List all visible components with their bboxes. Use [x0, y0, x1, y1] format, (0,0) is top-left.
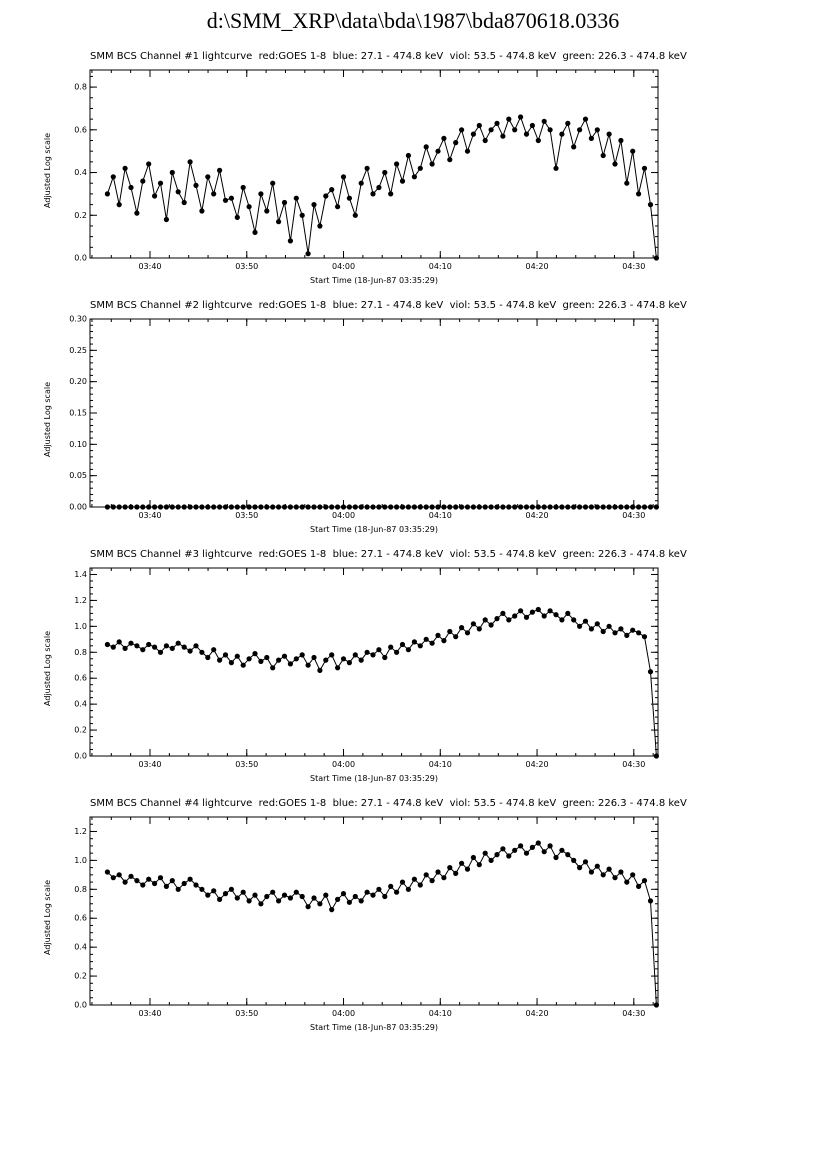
- y-axis-label: Adjusted Log scale: [40, 64, 54, 276]
- chart-body: Adjusted Log scale 03:40 03:50 04:00 04:10 0…: [40, 562, 826, 774]
- svg-text:1.2: 1.2: [74, 827, 87, 836]
- y-axis-label-text: Adjusted Log scale: [42, 381, 52, 457]
- svg-text:0.8: 0.8: [74, 648, 87, 657]
- chart-body: Adjusted Log scale 03:40 03:50 04:00 04:10 0…: [40, 64, 826, 276]
- svg-text:0.6: 0.6: [74, 914, 87, 923]
- chart-title: SMM BCS Channel #1 lightcurve red:GOES 1…: [90, 51, 687, 62]
- svg-text:0.0: 0.0: [74, 254, 87, 263]
- svg-text:0.2: 0.2: [74, 972, 87, 981]
- svg-text:0.4: 0.4: [74, 168, 87, 177]
- svg-text:04:00: 04:00: [332, 262, 355, 271]
- svg-text:0.25: 0.25: [69, 346, 87, 355]
- svg-text:0.6: 0.6: [74, 674, 87, 683]
- svg-text:03:40: 03:40: [138, 511, 161, 520]
- svg-text:1.2: 1.2: [74, 596, 87, 605]
- svg-text:04:10: 04:10: [429, 511, 452, 520]
- chart-panel-channel-1: SMM BCS Channel #1 lightcurve red:GOES 1…: [0, 51, 826, 289]
- svg-text:03:40: 03:40: [138, 1009, 161, 1018]
- x-axis-label: Start Time (18-Jun-87 03:35:29): [310, 774, 438, 783]
- svg-text:0.30: 0.30: [69, 315, 87, 324]
- svg-text:04:30: 04:30: [622, 760, 645, 769]
- chart-title: SMM BCS Channel #3 lightcurve red:GOES 1…: [90, 549, 687, 560]
- page-title: d:\SMM_XRP\data\bda\1987\bda870618.0336: [206, 8, 620, 33]
- svg-text:0.4: 0.4: [74, 700, 87, 709]
- svg-text:0.10: 0.10: [69, 440, 87, 449]
- svg-text:04:00: 04:00: [332, 511, 355, 520]
- svg-text:0.15: 0.15: [69, 409, 87, 418]
- x-axis-label: Start Time (18-Jun-87 03:35:29): [310, 276, 438, 285]
- svg-text:04:20: 04:20: [526, 760, 549, 769]
- svg-text:0.0: 0.0: [74, 1001, 87, 1010]
- svg-text:1.0: 1.0: [74, 622, 87, 631]
- x-axis-label: Start Time (18-Jun-87 03:35:29): [310, 1023, 438, 1032]
- x-axis-label: Start Time (18-Jun-87 03:35:29): [310, 525, 438, 534]
- y-axis-label: Adjusted Log scale: [40, 811, 54, 1023]
- svg-text:04:20: 04:20: [526, 1009, 549, 1018]
- svg-text:0.4: 0.4: [74, 943, 87, 952]
- svg-text:04:10: 04:10: [429, 1009, 452, 1018]
- svg-text:0.00: 0.00: [69, 503, 87, 512]
- y-axis-label-text: Adjusted Log scale: [42, 879, 52, 955]
- y-axis-label: Adjusted Log scale: [40, 562, 54, 774]
- y-axis-label-text: Adjusted Log scale: [42, 630, 52, 706]
- plot-area: 03:40 03:50 04:00 04:10 04:20 04:30 0.00 0.05 0.…: [69, 315, 660, 520]
- svg-text:04:30: 04:30: [622, 1009, 645, 1018]
- svg-text:04:10: 04:10: [429, 760, 452, 769]
- svg-text:04:00: 04:00: [332, 760, 355, 769]
- chart-panel-channel-2: SMM BCS Channel #2 lightcurve red:GOES 1…: [0, 300, 826, 538]
- svg-text:0.8: 0.8: [74, 83, 87, 92]
- svg-text:04:30: 04:30: [622, 511, 645, 520]
- svg-text:04:20: 04:20: [526, 511, 549, 520]
- svg-text:0.2: 0.2: [74, 726, 87, 735]
- svg-text:04:20: 04:20: [526, 262, 549, 271]
- svg-text:0.05: 0.05: [69, 471, 87, 480]
- chart-panel-channel-4: SMM BCS Channel #4 lightcurve red:GOES 1…: [0, 798, 826, 1036]
- svg-text:04:30: 04:30: [622, 262, 645, 271]
- svg-text:04:10: 04:10: [429, 262, 452, 271]
- svg-text:03:50: 03:50: [235, 511, 258, 520]
- svg-text:03:40: 03:40: [138, 262, 161, 271]
- svg-text:03:50: 03:50: [235, 262, 258, 271]
- svg-text:0.8: 0.8: [74, 885, 87, 894]
- chart-panel-channel-3: SMM BCS Channel #3 lightcurve red:GOES 1…: [0, 549, 826, 787]
- chart-body: Adjusted Log scale 03:40 03:50 04:00 04:10 0…: [40, 313, 826, 525]
- svg-text:03:50: 03:50: [235, 1009, 258, 1018]
- svg-text:0.6: 0.6: [74, 125, 87, 134]
- svg-text:0.2: 0.2: [74, 211, 87, 220]
- svg-text:03:40: 03:40: [138, 760, 161, 769]
- svg-text:03:50: 03:50: [235, 760, 258, 769]
- chart-title: SMM BCS Channel #2 lightcurve red:GOES 1…: [90, 300, 687, 311]
- chart-title: SMM BCS Channel #4 lightcurve red:GOES 1…: [90, 798, 687, 809]
- svg-text:04:00: 04:00: [332, 1009, 355, 1018]
- svg-text:1.4: 1.4: [74, 570, 87, 579]
- plot-area: 03:40 03:50 04:00 04:10 04:20 04:30 0.0 0.2 0.4 0…: [74, 567, 660, 769]
- svg-text:0.20: 0.20: [69, 377, 87, 386]
- y-axis-label-text: Adjusted Log scale: [42, 132, 52, 208]
- svg-text:1.0: 1.0: [74, 856, 87, 865]
- y-axis-label: Adjusted Log scale: [40, 313, 54, 525]
- svg-text:0.0: 0.0: [74, 752, 87, 761]
- plot-area: 03:40 03:50 04:00 04:10 04:20 04:30 0.0 0.2 0.4 0…: [74, 69, 660, 271]
- chart-body: Adjusted Log scale 03:40 03:50 04:00 04:10 0…: [40, 811, 826, 1023]
- plot-area: 03:40 03:50 04:00 04:10 04:20 04:30 0.0 0.2 0.4 0…: [74, 816, 660, 1018]
